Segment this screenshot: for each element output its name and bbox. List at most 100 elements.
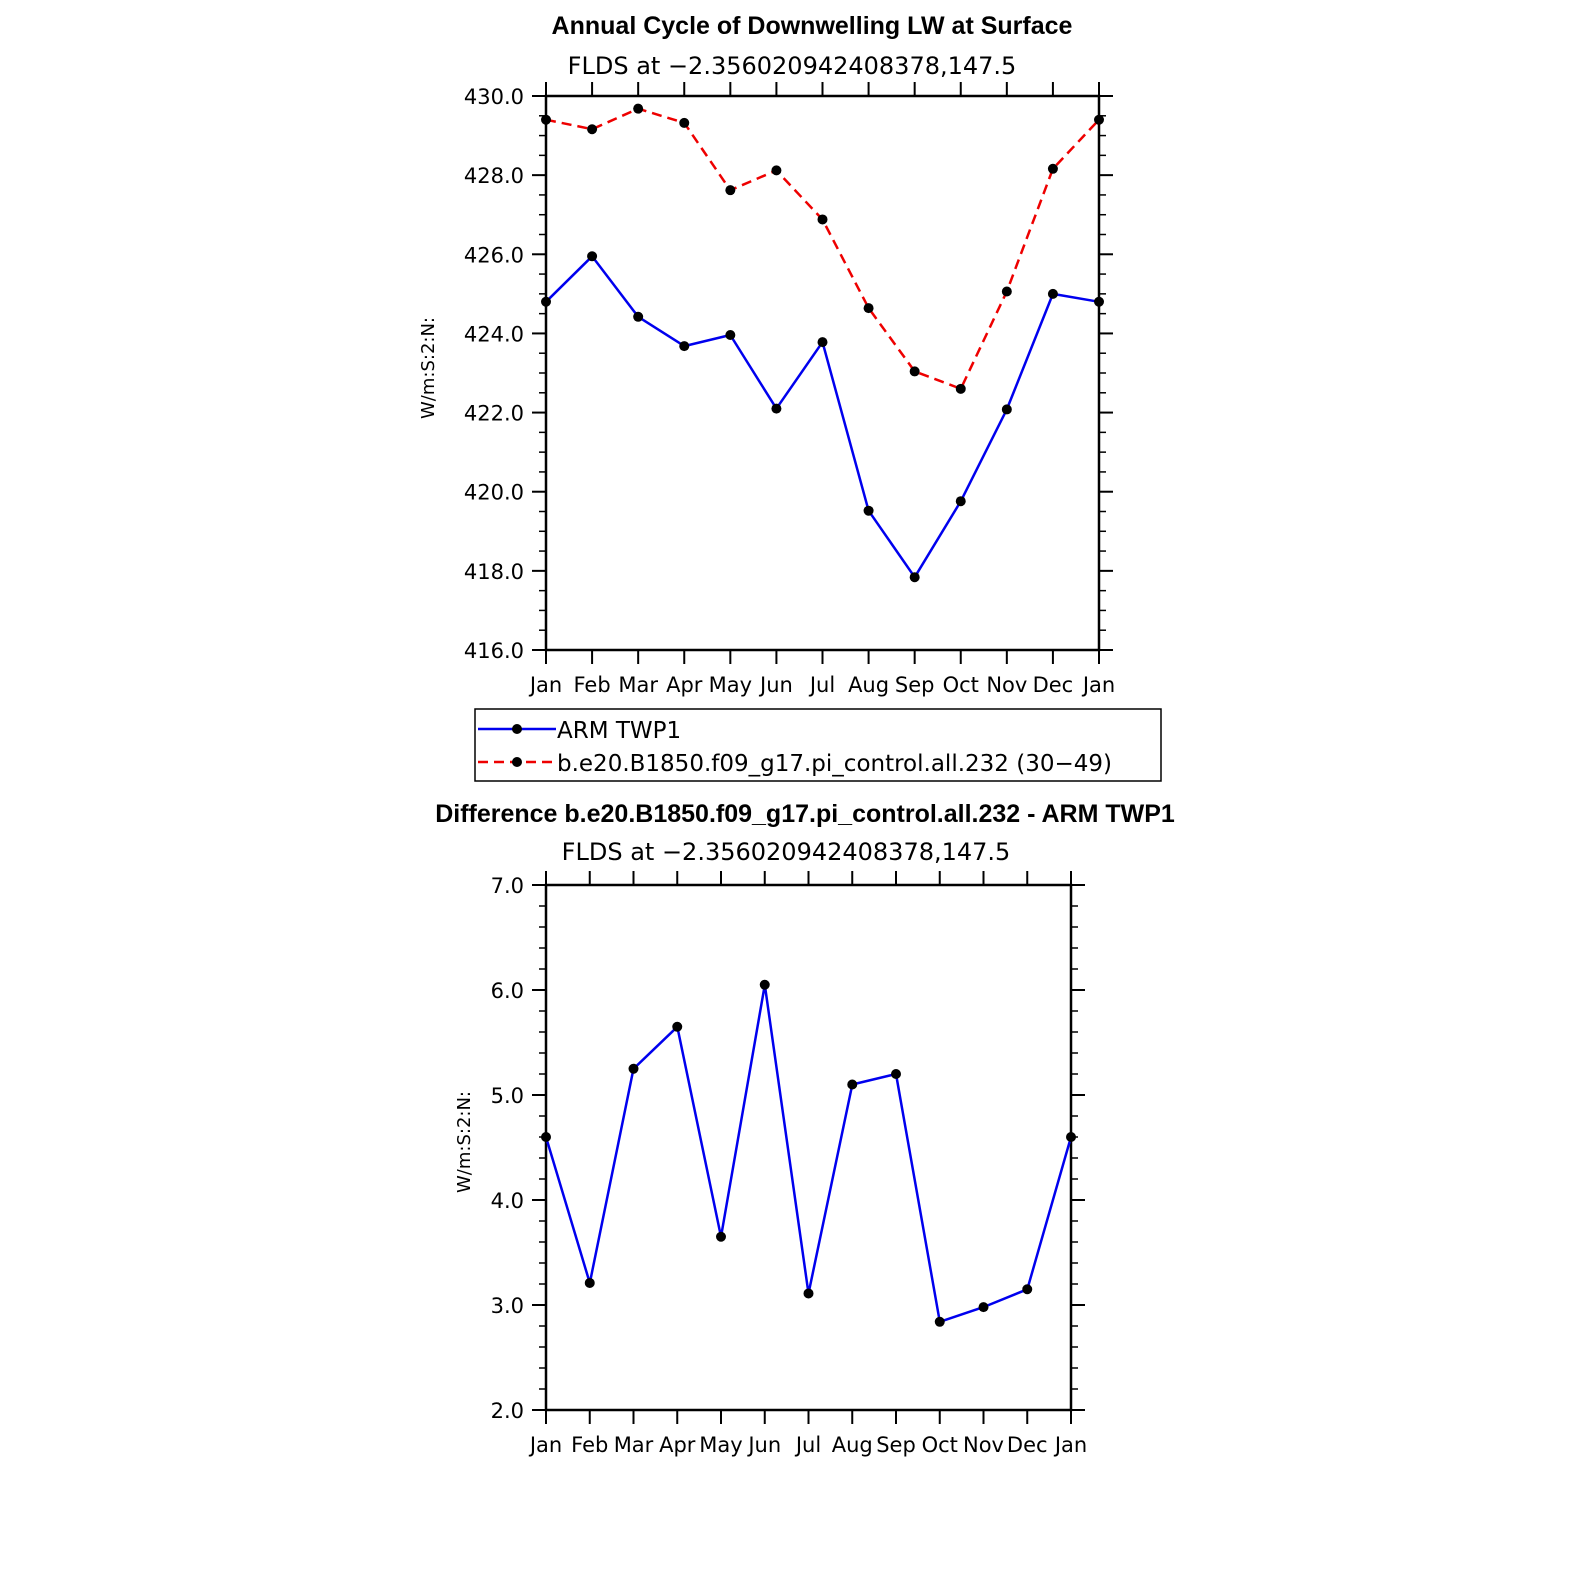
x-tick-label: Jul <box>794 1433 821 1457</box>
data-point <box>817 337 828 348</box>
x-tick-label: Aug <box>848 673 889 697</box>
x-tick-label: Sep <box>876 1433 916 1457</box>
y-tick-label: 5.0 <box>491 1084 524 1108</box>
difference-chart: Difference b.e20.B1850.f09_g17.pi_contro… <box>435 800 1175 1457</box>
data-point <box>771 403 782 414</box>
x-tick-label: Mar <box>614 1433 654 1457</box>
data-point <box>803 1288 814 1299</box>
data-point <box>679 117 690 128</box>
x-tick-label: May <box>699 1433 742 1457</box>
data-point <box>587 251 598 262</box>
x-tick-label: Sep <box>895 673 935 697</box>
x-tick-label: Dec <box>1033 673 1074 697</box>
data-point <box>541 296 551 307</box>
data-point <box>1047 163 1058 174</box>
y-tick-label: 418.0 <box>464 560 524 584</box>
data-point <box>817 214 828 225</box>
chart-subtitle: FLDS at −2.356020942408378,147.5 <box>562 838 1011 866</box>
y-tick-label: 424.0 <box>464 322 524 346</box>
data-point <box>584 1277 595 1288</box>
data-point <box>771 165 782 176</box>
x-tick-label: Jan <box>528 1433 562 1457</box>
data-point <box>725 330 736 341</box>
legend-marker-model <box>512 757 522 767</box>
y-axis-label: W/m:S:2:N: <box>454 1091 475 1193</box>
y-tick-label: 3.0 <box>491 1294 524 1318</box>
data-point <box>955 496 966 507</box>
x-tick-label: Jul <box>808 673 835 697</box>
x-tick-label: Aug <box>832 1433 873 1457</box>
y-tick-label: 6.0 <box>491 979 524 1003</box>
data-point <box>716 1231 726 1242</box>
legend-label-obs: ARM TWP1 <box>557 718 681 744</box>
plot-frame <box>544 94 1101 652</box>
series-layer <box>541 103 1104 583</box>
data-point <box>934 1316 945 1327</box>
y-tick-label: 430.0 <box>464 85 524 109</box>
x-tick-label: Oct <box>943 673 979 697</box>
data-point <box>759 979 770 990</box>
x-tick-label: Jun <box>758 673 793 697</box>
y-tick-label: 7.0 <box>491 874 524 898</box>
annual-cycle-chart: Annual Cycle of Downwelling LW at Surfac… <box>418 12 1115 697</box>
x-tick-label: Feb <box>573 673 610 697</box>
x-tick-label: Nov <box>986 673 1027 697</box>
data-point <box>1047 288 1058 299</box>
legend-marker-obs <box>512 724 522 734</box>
data-point <box>1094 114 1104 125</box>
data-point <box>633 311 644 322</box>
x-tick-label: Apr <box>659 1433 696 1457</box>
data-point <box>891 1069 901 1079</box>
data-point <box>587 124 598 135</box>
data-point <box>725 185 736 196</box>
x-tick-label: Mar <box>618 673 658 697</box>
data-point <box>1001 286 1012 297</box>
data-point <box>909 366 920 377</box>
y-tick-label: 416.0 <box>464 639 524 663</box>
data-point <box>863 303 874 314</box>
axes: Jan Feb Mar Apr May Jun Jul Aug Sep Oct Nov Dec Jan4… <box>464 82 1115 697</box>
data-point <box>628 1063 639 1074</box>
data-point <box>978 1302 989 1313</box>
data-point <box>847 1079 858 1090</box>
y-tick-label: 2.0 <box>491 1399 524 1423</box>
chart-title: Difference b.e20.B1850.f09_g17.pi_contro… <box>435 800 1175 828</box>
data-point <box>1022 1284 1033 1295</box>
data-point <box>1094 296 1104 307</box>
x-tick-label: Apr <box>666 673 703 697</box>
plot-frame <box>544 883 1073 1412</box>
legend-label-model: b.e20.B1850.f09_g17.pi_control.all.232 (… <box>557 751 1112 777</box>
x-tick-label: Jan <box>528 673 562 697</box>
data-point <box>541 1132 551 1142</box>
x-tick-label: Jan <box>1053 1433 1087 1457</box>
data-point <box>1066 1132 1076 1142</box>
x-tick-label: Feb <box>571 1433 608 1457</box>
series-line-0 <box>544 983 1073 1324</box>
data-point <box>863 505 874 516</box>
x-tick-label: Nov <box>963 1433 1004 1457</box>
y-tick-label: 420.0 <box>464 481 524 505</box>
x-tick-label: Jun <box>746 1433 781 1457</box>
y-tick-label: 422.0 <box>464 402 524 426</box>
x-tick-label: Dec <box>1007 1433 1048 1457</box>
series-line-0 <box>545 255 1100 579</box>
chart-title: Annual Cycle of Downwelling LW at Surfac… <box>552 12 1073 40</box>
data-point <box>672 1021 683 1032</box>
x-tick-label: Oct <box>922 1433 958 1457</box>
x-tick-label: Jan <box>1081 673 1115 697</box>
y-tick-label: 4.0 <box>491 1189 524 1213</box>
data-point <box>633 103 644 114</box>
legend: ARM TWP1 b.e20.B1850.f09_g17.pi_control.… <box>474 708 1162 782</box>
data-point <box>541 114 551 125</box>
y-axis-label: W/m:S:2:N: <box>418 317 439 419</box>
data-point <box>1001 404 1012 415</box>
y-tick-label: 428.0 <box>464 164 524 188</box>
data-point <box>909 572 920 583</box>
legend-box <box>474 708 1162 782</box>
y-tick-label: 426.0 <box>464 243 524 267</box>
chart-subtitle: FLDS at −2.356020942408378,147.5 <box>568 52 1017 80</box>
series-layer <box>541 979 1076 1327</box>
data-point <box>955 383 966 394</box>
x-tick-label: May <box>709 673 752 697</box>
